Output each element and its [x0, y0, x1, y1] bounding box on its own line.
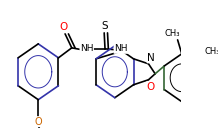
Text: O: O [34, 117, 42, 127]
Text: O: O [59, 22, 68, 32]
Text: N: N [147, 53, 155, 63]
Text: CH₃: CH₃ [205, 47, 218, 56]
Text: NH: NH [114, 44, 128, 53]
Text: S: S [102, 21, 108, 31]
Text: O: O [147, 82, 155, 92]
Text: CH₃: CH₃ [165, 29, 180, 38]
Text: NH: NH [80, 44, 94, 53]
